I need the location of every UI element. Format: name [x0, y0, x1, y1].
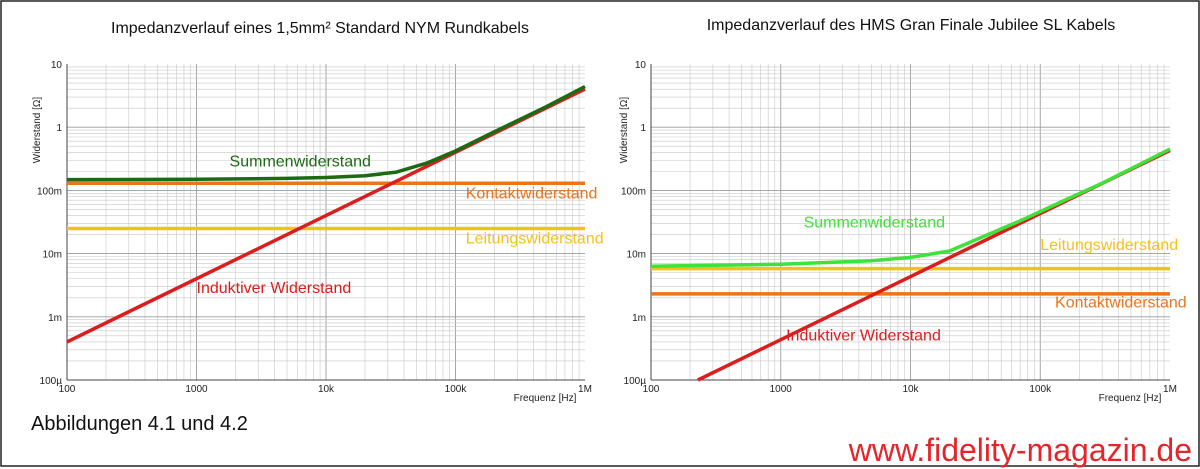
y-tick-label: 1 [56, 123, 62, 134]
chart-title: Impedanzverlauf eines 1,5mm² Standard NY… [111, 20, 529, 37]
figure-caption: Abbildungen 4.1 und 4.2 [31, 413, 248, 435]
series-label-induktiver-widerstand: Induktiver Widerstand [197, 280, 352, 297]
x-tick-label: 100k [445, 384, 468, 395]
x-tick-label: 1M [1163, 384, 1177, 395]
series-label-induktiver-widerstand: Induktiver Widerstand [786, 328, 941, 345]
x-tick-label: 10k [318, 384, 335, 395]
x-tick-label: 1000 [770, 384, 793, 395]
x-tick-label: 10k [902, 384, 919, 395]
chart-2: 100 1000 10k 100k 1M 100µ 1m 10m 100m 1 10 Frequenz… [619, 17, 1187, 404]
series-label-kontaktwiderstand: Kontaktwiderstand [1055, 295, 1187, 312]
series-label-summenwiderstand: Summenwiderstand [804, 214, 945, 231]
x-tick-label: 100k [1029, 384, 1052, 395]
chart-title: Impedanzverlauf des HMS Gran Finale Jubi… [707, 17, 1116, 34]
series-summenwiderstand [650, 147, 1171, 269]
series-label-leitungswiderstand: Leitungswiderstand [466, 230, 604, 247]
y-tick-label: 100m [621, 186, 646, 197]
x-tick-label: 100 [643, 384, 660, 395]
x-axis-label: Frequenz [Hz] [514, 393, 577, 404]
y-axis-label: Widerstand [Ω] [619, 97, 630, 164]
y-tick-label: 10m [43, 250, 62, 261]
y-tick-label: 100µ [624, 376, 647, 387]
y-tick-label: 1m [632, 313, 646, 324]
y-tick-label: 10 [51, 60, 63, 71]
x-axis-label: Frequenz [Hz] [1099, 393, 1162, 404]
y-tick-label: 100µ [40, 376, 63, 387]
x-tick-label: 1000 [185, 384, 208, 395]
x-tick-label: 100 [59, 384, 76, 395]
series-label-kontaktwiderstand: Kontaktwiderstand [466, 185, 598, 202]
series-label-summenwiderstand: Summenwiderstand [230, 153, 371, 170]
chart-1: 100 1000 10k 100k 1M 100µ 1m 10m 100m 1 10 Frequenz… [32, 20, 604, 404]
y-axis-label: Widerstand [Ω] [32, 97, 43, 164]
x-tick-label: 1M [578, 384, 592, 395]
y-tick-label: 10m [627, 250, 646, 261]
y-tick-label: 1 [640, 123, 646, 134]
y-tick-label: 1m [48, 313, 62, 324]
series-label-leitungswiderstand: Leitungswiderstand [1040, 237, 1178, 254]
watermark: www.fidelity-magazin.de [848, 432, 1192, 468]
y-tick-label: 100m [37, 186, 62, 197]
series-summenwiderstand [66, 84, 586, 182]
y-tick-label: 10 [635, 60, 647, 71]
